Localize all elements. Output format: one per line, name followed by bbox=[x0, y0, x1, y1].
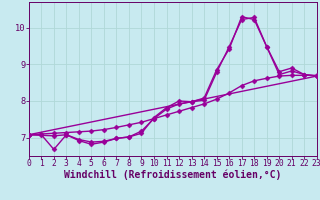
X-axis label: Windchill (Refroidissement éolien,°C): Windchill (Refroidissement éolien,°C) bbox=[64, 170, 282, 180]
